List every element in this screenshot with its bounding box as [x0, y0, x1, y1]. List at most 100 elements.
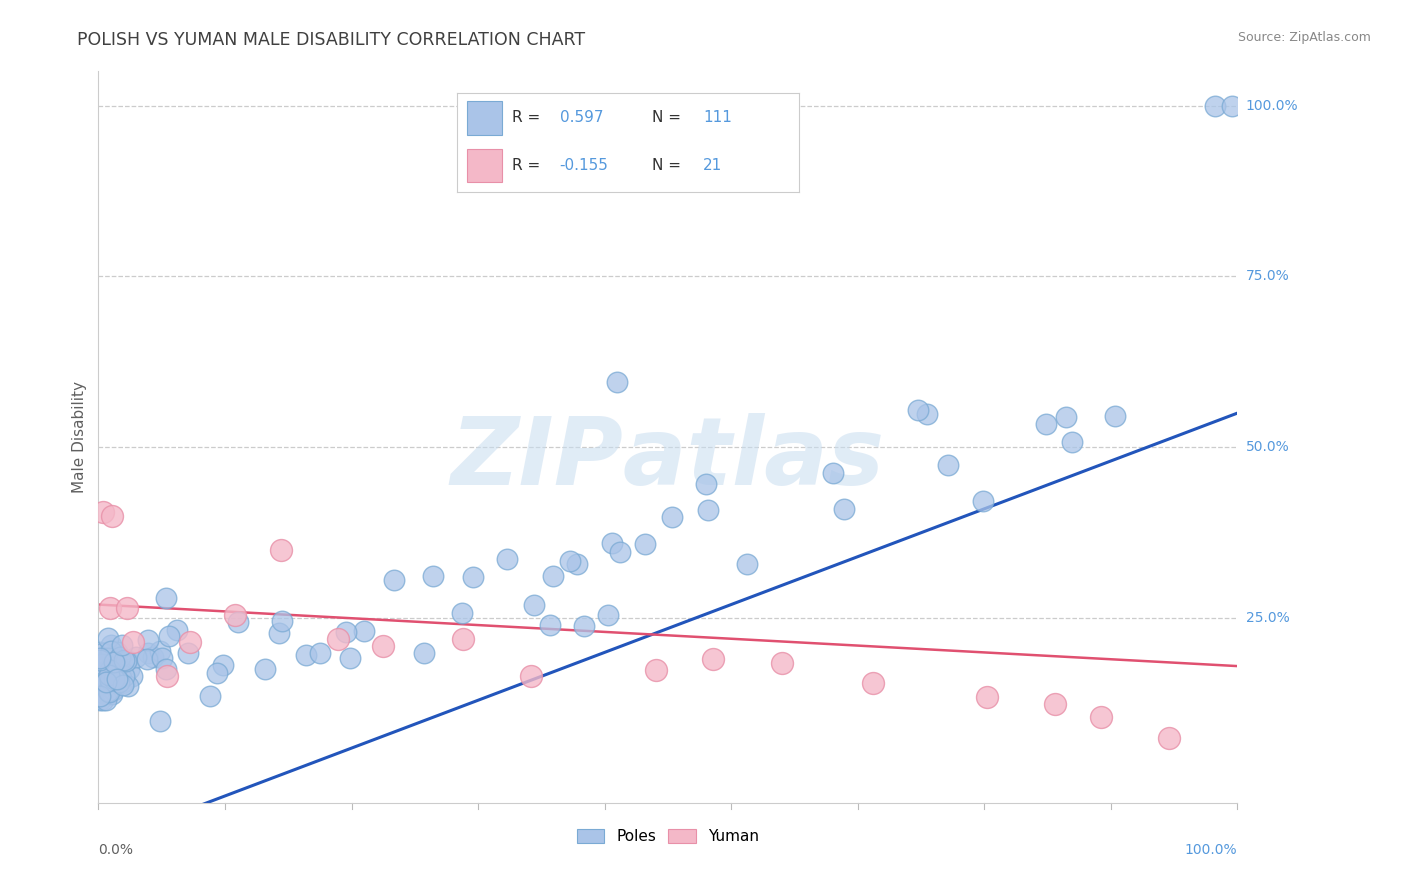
Point	[270, 542, 292, 557]
Point	[166, 624, 188, 638]
Text: 75.0%: 75.0%	[1246, 269, 1289, 284]
Point	[541, 569, 564, 583]
Point	[136, 652, 159, 666]
Point	[100, 644, 122, 658]
Point	[254, 662, 277, 676]
Point	[105, 673, 128, 687]
Point	[89, 666, 111, 681]
Point	[177, 646, 200, 660]
Point	[661, 509, 683, 524]
Point	[560, 554, 582, 568]
Point	[353, 624, 375, 638]
Point	[94, 693, 117, 707]
Point	[1035, 417, 1057, 431]
Point	[111, 639, 134, 653]
Point	[101, 683, 124, 698]
Point	[89, 651, 111, 665]
Point	[91, 646, 114, 660]
Point	[226, 615, 249, 629]
Point	[101, 508, 124, 523]
Point	[702, 652, 724, 666]
Text: Source: ZipAtlas.com: Source: ZipAtlas.com	[1237, 31, 1371, 45]
Point	[326, 632, 349, 646]
Point	[572, 619, 595, 633]
Point	[634, 537, 657, 551]
Point	[103, 672, 125, 686]
Point	[149, 714, 172, 728]
Point	[1220, 98, 1243, 112]
Text: 100.0%: 100.0%	[1185, 843, 1237, 857]
Point	[111, 678, 134, 692]
Point	[224, 607, 246, 622]
Point	[450, 606, 472, 620]
Point	[108, 675, 131, 690]
Point	[97, 687, 120, 701]
Point	[103, 675, 125, 690]
Text: 100.0%: 100.0%	[1246, 98, 1298, 112]
Point	[98, 601, 121, 615]
Point	[384, 573, 406, 587]
Point	[150, 650, 173, 665]
Point	[96, 657, 118, 672]
Point	[136, 632, 159, 647]
Point	[862, 676, 884, 690]
Point	[155, 662, 177, 676]
Point	[179, 635, 201, 649]
Point	[104, 652, 127, 666]
Point	[205, 665, 228, 680]
Point	[155, 591, 177, 606]
Point	[523, 599, 546, 613]
Text: ZIP​atlas: ZIP​atlas	[451, 413, 884, 505]
Point	[98, 671, 121, 685]
Point	[98, 684, 121, 698]
Point	[98, 663, 121, 677]
Point	[200, 689, 222, 703]
Point	[697, 502, 720, 516]
Point	[101, 672, 124, 686]
Point	[1043, 697, 1066, 711]
Point	[1090, 710, 1112, 724]
Point	[735, 557, 758, 571]
Point	[976, 690, 998, 704]
Point	[972, 494, 994, 508]
Point	[157, 630, 180, 644]
Point	[103, 655, 125, 669]
Point	[936, 458, 959, 472]
Point	[121, 668, 143, 682]
Point	[97, 650, 120, 665]
Point	[91, 657, 114, 671]
Point	[91, 505, 114, 519]
Y-axis label: Male Disability: Male Disability	[72, 381, 87, 493]
Point	[339, 650, 361, 665]
Point	[98, 668, 121, 682]
Text: 25.0%: 25.0%	[1246, 611, 1289, 625]
Point	[98, 673, 121, 687]
Legend: Poles, Yuman: Poles, Yuman	[571, 822, 765, 850]
Point	[600, 535, 623, 549]
Point	[832, 502, 855, 516]
Point	[495, 551, 517, 566]
Point	[149, 644, 172, 658]
Point	[538, 617, 561, 632]
Text: 0.0%: 0.0%	[98, 843, 134, 857]
Point	[115, 601, 138, 615]
Point	[212, 658, 235, 673]
Point	[100, 670, 122, 684]
Point	[1104, 409, 1126, 423]
Point	[156, 669, 179, 683]
Point	[111, 676, 134, 690]
Point	[114, 674, 136, 689]
Point	[117, 680, 139, 694]
Point	[100, 638, 122, 652]
Point	[907, 402, 929, 417]
Point	[100, 687, 122, 701]
Point	[94, 653, 117, 667]
Point	[295, 648, 318, 662]
Point	[121, 635, 143, 649]
Point	[115, 653, 138, 667]
Point	[371, 639, 394, 653]
Point	[97, 684, 120, 698]
Point	[115, 655, 138, 669]
Point	[90, 667, 112, 681]
Point	[695, 476, 717, 491]
